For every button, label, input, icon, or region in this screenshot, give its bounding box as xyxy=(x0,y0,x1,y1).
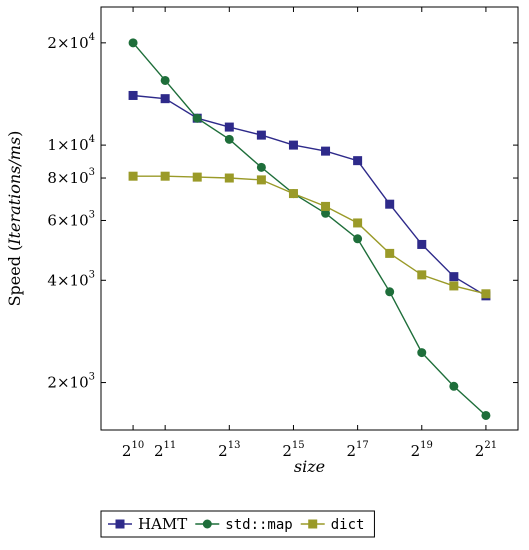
legend-marker-dict xyxy=(308,519,318,529)
x-axis-tick-labels: 210 211 213 215 217 219 221 xyxy=(122,440,497,460)
x-axis-label: size xyxy=(294,457,325,476)
series-line-hamt xyxy=(133,94,487,297)
data-point-dict xyxy=(288,189,298,199)
series-line-std-map xyxy=(132,42,487,417)
y-tick-label: 8×103 xyxy=(47,167,95,187)
data-point-hamt xyxy=(128,90,138,100)
x-tick-label: 221 xyxy=(475,440,497,460)
x-tick-label: 213 xyxy=(218,440,240,460)
legend-marker-hamt xyxy=(115,519,125,529)
series-dict xyxy=(128,171,491,299)
data-point-dict xyxy=(385,248,395,258)
data-point-hamt xyxy=(385,199,395,209)
y-tick-label: 6×103 xyxy=(47,209,95,229)
series-std-map xyxy=(128,38,491,420)
data-point-std-map xyxy=(128,38,138,48)
y-axis-label-suffix: ) xyxy=(5,131,24,137)
data-point-std-map xyxy=(417,348,427,358)
series-layer xyxy=(128,38,491,420)
plot-area-frame xyxy=(100,6,519,431)
y-axis-label-prefix: Speed ( xyxy=(5,245,24,307)
data-point-dict xyxy=(224,173,234,183)
series-hamt xyxy=(128,90,491,301)
data-point-std-map xyxy=(224,134,234,144)
x-tick-label: 215 xyxy=(282,440,304,460)
data-point-hamt xyxy=(417,239,427,249)
x-tick-label: 217 xyxy=(346,440,368,460)
legend: HAMT std::map dict xyxy=(100,510,375,538)
data-point-hamt xyxy=(288,140,298,150)
data-point-dict xyxy=(321,201,331,211)
x-tick-label: 219 xyxy=(411,440,433,460)
data-point-dict xyxy=(128,171,138,181)
x-tick-label: 210 xyxy=(122,440,144,460)
data-point-dict xyxy=(481,289,491,299)
legend-label-std-map: std::map xyxy=(225,517,292,533)
data-point-hamt xyxy=(256,130,266,140)
data-point-std-map xyxy=(353,234,363,244)
legend-entry-std-map: std::map xyxy=(195,517,293,533)
legend-entry-hamt: HAMT xyxy=(108,515,187,533)
data-point-hamt xyxy=(224,122,234,132)
legend-label-dict: dict xyxy=(331,517,365,533)
data-point-hamt xyxy=(353,156,363,166)
data-point-hamt xyxy=(160,94,170,104)
y-axis-tick-labels: 2×103 4×103 6×103 8×103 1×104 2×104 xyxy=(47,32,95,392)
y-tick-label: 4×103 xyxy=(47,269,95,289)
legend-marker-std-map xyxy=(202,519,212,529)
legend-label-hamt: HAMT xyxy=(138,515,187,533)
data-point-dict xyxy=(256,175,266,185)
y-tick-label: 2×103 xyxy=(47,372,95,392)
data-point-hamt xyxy=(321,146,331,156)
legend-entry-dict: dict xyxy=(300,517,365,533)
data-point-dict xyxy=(449,281,459,291)
data-point-std-map xyxy=(481,410,491,420)
data-point-dict xyxy=(160,171,170,181)
data-point-std-map xyxy=(449,381,459,391)
data-point-std-map xyxy=(160,75,170,85)
data-point-hamt xyxy=(449,272,459,282)
y-tick-label: 1×104 xyxy=(47,134,95,154)
series-line-dict xyxy=(133,175,487,295)
x-tick-label: 211 xyxy=(154,440,176,460)
data-point-std-map xyxy=(385,287,395,297)
data-point-dict xyxy=(417,270,427,280)
y-tick-label: 2×104 xyxy=(47,32,95,52)
data-point-std-map xyxy=(256,162,266,172)
y-axis-label-italic: Iterations/ms xyxy=(5,137,24,246)
data-point-std-map xyxy=(192,113,202,123)
data-point-dict xyxy=(192,172,202,182)
y-axis-label: Speed (Iterations/ms) xyxy=(5,131,24,307)
legend-box xyxy=(100,510,375,538)
data-point-dict xyxy=(353,218,363,228)
tick-marks xyxy=(101,7,518,430)
